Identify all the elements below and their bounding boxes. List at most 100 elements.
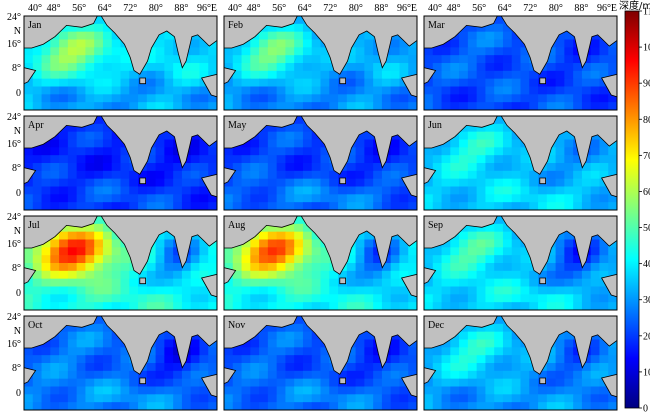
left-axis-label: 16° (7, 239, 21, 250)
top-axis-label: 48° (447, 3, 461, 14)
panel-frame (223, 215, 418, 311)
landmass (300, 316, 417, 375)
colorbar-tick-label: 20 (643, 331, 650, 342)
landmass (24, 67, 37, 85)
map-panel-jul (24, 216, 217, 310)
month-label: Dec (428, 320, 445, 331)
landmass (100, 216, 217, 275)
top-axis-label: 64° (98, 3, 112, 14)
panel-frame (223, 315, 418, 411)
left-axis-label: 0 (16, 288, 21, 299)
landmass (24, 167, 37, 185)
landmass (539, 277, 546, 285)
landmass (224, 16, 298, 49)
month-label: Aug (228, 220, 245, 231)
landmass (539, 177, 546, 185)
colorbar-tick-label: 30 (643, 295, 650, 306)
landmass (224, 216, 298, 249)
top-axis-label: 88° (174, 3, 188, 14)
landmass (300, 16, 417, 75)
landmass (400, 173, 417, 198)
month-label: May (228, 120, 246, 131)
panel-frame (23, 115, 218, 211)
top-axis-label: 88° (374, 3, 388, 14)
landmass (139, 177, 147, 185)
left-axis-label: 16° (7, 139, 21, 150)
landmass (339, 177, 347, 185)
landmass (139, 377, 147, 385)
colorbar-tick-label: 40 (643, 259, 650, 270)
month-label: Jul (28, 220, 40, 231)
landmass (224, 316, 298, 349)
landmass (200, 73, 217, 98)
colorbar-tick-label: 90 (643, 79, 650, 90)
colorbar-scale (624, 10, 640, 409)
left-axis-label: 24° (7, 112, 21, 123)
top-axis-label: 72° (123, 3, 137, 14)
landmass (200, 173, 217, 198)
month-label: Oct (28, 320, 43, 331)
landmass (500, 316, 617, 375)
left-axis-label: 0 (16, 88, 21, 99)
panel-frame (423, 315, 618, 411)
top-axis-label: 64° (298, 3, 312, 14)
landmass (424, 267, 437, 285)
landmass (539, 377, 546, 385)
top-axis-label: 80° (549, 3, 563, 14)
map-panel-feb (224, 16, 417, 110)
top-axis-label: 40° (228, 3, 242, 14)
left-axis-label: 8° (12, 63, 21, 74)
top-axis-label: 64° (498, 3, 512, 14)
landmass (24, 116, 98, 149)
landmass (600, 273, 617, 298)
left-axis-label: N (14, 26, 21, 37)
top-axis-label: 96°E (597, 3, 617, 14)
left-axis-label: 0 (16, 188, 21, 199)
landmass (300, 116, 417, 175)
landmass (500, 216, 617, 275)
axis-labels: 40° 48° 56° 64° 72° 80° 88° 96°E 40° 48° 56° 64° 72°… (7, 3, 617, 399)
top-axis-label: 40° (428, 3, 442, 14)
panel-frame (423, 215, 618, 311)
panel-grid: Jan Feb Mar Apr May Jun Jul Aug Sep Oct Nov Dec (23, 15, 618, 411)
left-axis-label: 24° (7, 12, 21, 23)
panel-frame (23, 15, 218, 111)
month-label: Apr (28, 120, 44, 131)
top-axis-label: 56° (72, 3, 86, 14)
top-axis-label: 96°E (197, 3, 217, 14)
top-axis-label: 40° (28, 3, 42, 14)
colorbar-tick-label: 70 (643, 151, 650, 162)
landmass (24, 316, 98, 349)
landmass (139, 277, 147, 285)
landmass (424, 16, 498, 49)
month-label: Nov (228, 320, 245, 331)
left-axis-label: 24° (7, 212, 21, 223)
landmass (539, 77, 546, 85)
landmass (100, 316, 217, 375)
top-axis-label: 80° (149, 3, 163, 14)
top-axis-label: 88° (574, 3, 588, 14)
landmass (424, 367, 437, 385)
landmass (424, 216, 498, 249)
top-axis-label: 56° (272, 3, 286, 14)
left-axis-label: 16° (7, 39, 21, 50)
landmass (500, 16, 617, 75)
top-axis-label: 72° (523, 3, 537, 14)
month-label: Mar (428, 20, 445, 31)
landmass (24, 367, 37, 385)
left-axis-label: N (14, 126, 21, 137)
colorbar-tick-label: 10 (643, 367, 650, 378)
colorbar-tick-label: 80 (643, 115, 650, 126)
landmass (24, 267, 37, 285)
left-axis-label: 24° (7, 312, 21, 323)
colorbar-tick-label: 50 (643, 223, 650, 234)
landmass (400, 273, 417, 298)
left-axis-label: 16° (7, 339, 21, 350)
landmass (400, 373, 417, 398)
left-axis-label: N (14, 226, 21, 237)
month-label: Sep (428, 220, 443, 231)
landmass (200, 373, 217, 398)
landmass (100, 16, 217, 75)
map-panel-jan (24, 16, 217, 110)
left-axis-label: 8° (12, 163, 21, 174)
